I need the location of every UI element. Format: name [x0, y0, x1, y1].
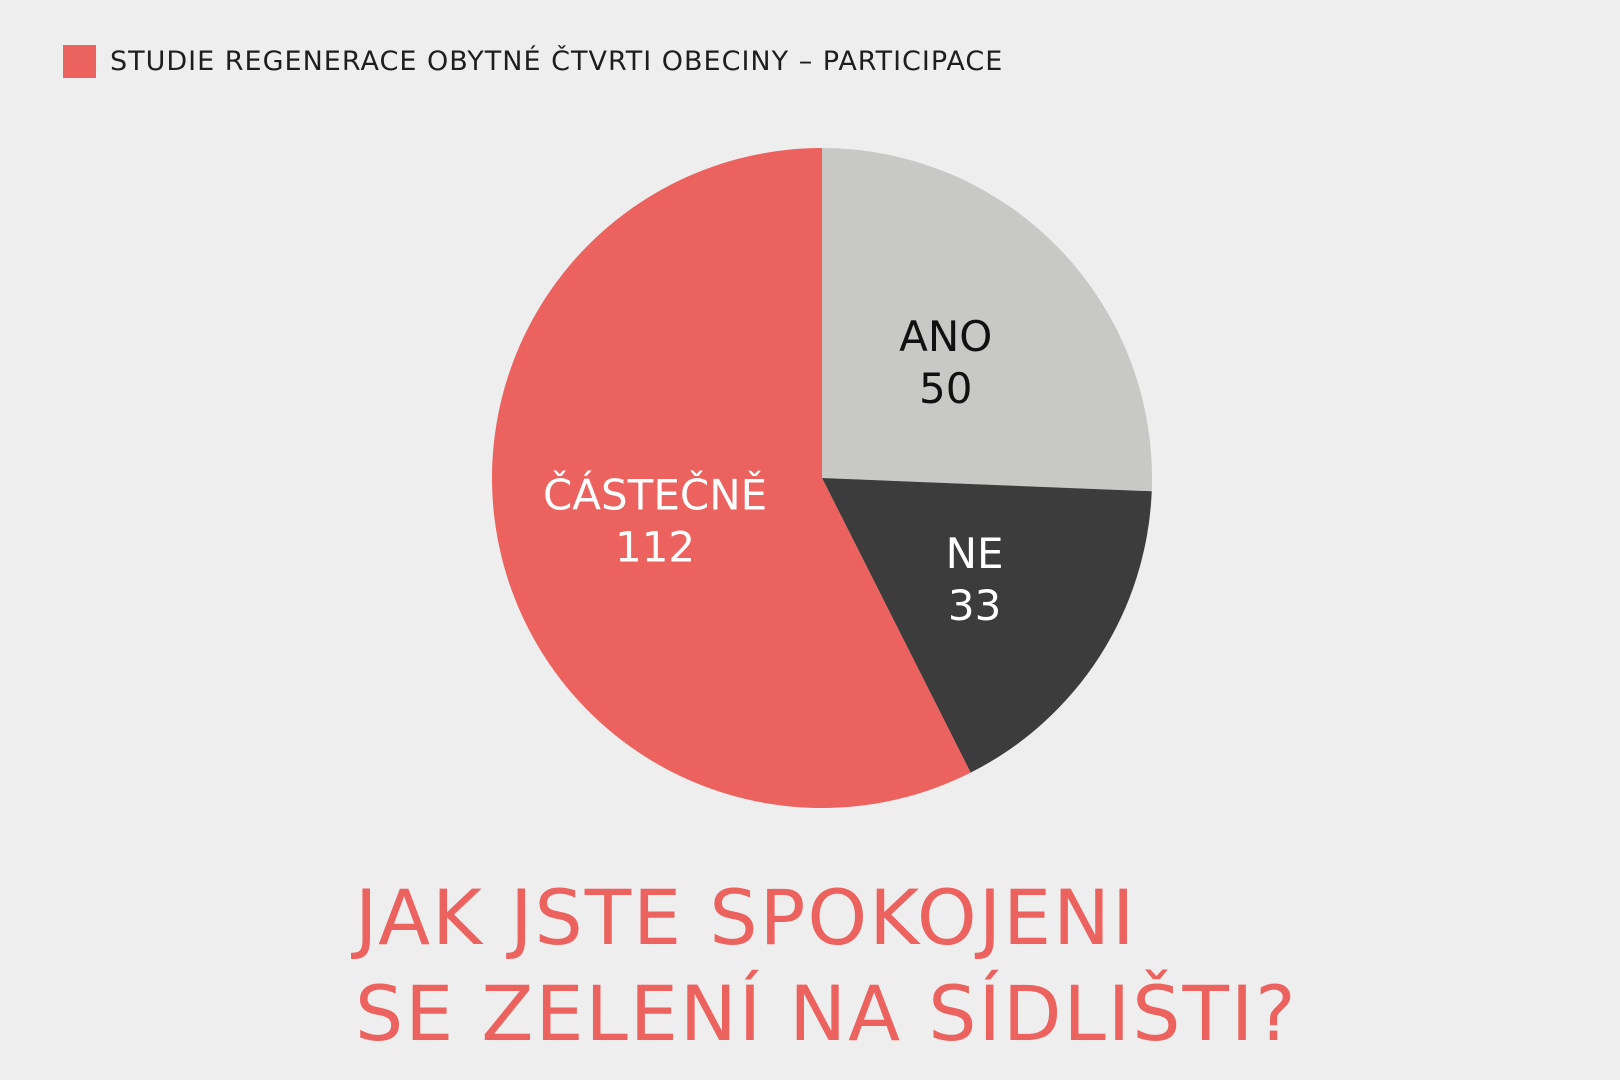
pie-slice-category: NE	[946, 529, 1004, 578]
question-line-1: JAK JSTE SPOKOJENI	[355, 873, 1137, 962]
header-color-mark	[63, 45, 96, 78]
pie-slice-value: 50	[919, 364, 972, 413]
pie-slice-1	[822, 148, 1152, 492]
pie-slice-3	[491, 148, 971, 808]
question-title: JAK JSTE SPOKOJENI SE ZELENÍ NA SÍDLIŠTI…	[355, 870, 1298, 1062]
pie-slice-category: ČÁSTEČNĚ	[543, 470, 767, 520]
pie-slice-2	[822, 478, 1152, 773]
header: STUDIE REGENERACE OBYTNÉ ČTVRTI OBECINY …	[63, 45, 1003, 78]
question-line-2: SE ZELENÍ NA SÍDLIŠTI?	[355, 969, 1298, 1058]
header-title: STUDIE REGENERACE OBYTNÉ ČTVRTI OBECINY …	[110, 46, 1004, 77]
pie-slice-value: 112	[615, 523, 695, 572]
pie-slice-category: ANO	[899, 312, 992, 361]
pie-slice-value: 33	[948, 581, 1001, 630]
